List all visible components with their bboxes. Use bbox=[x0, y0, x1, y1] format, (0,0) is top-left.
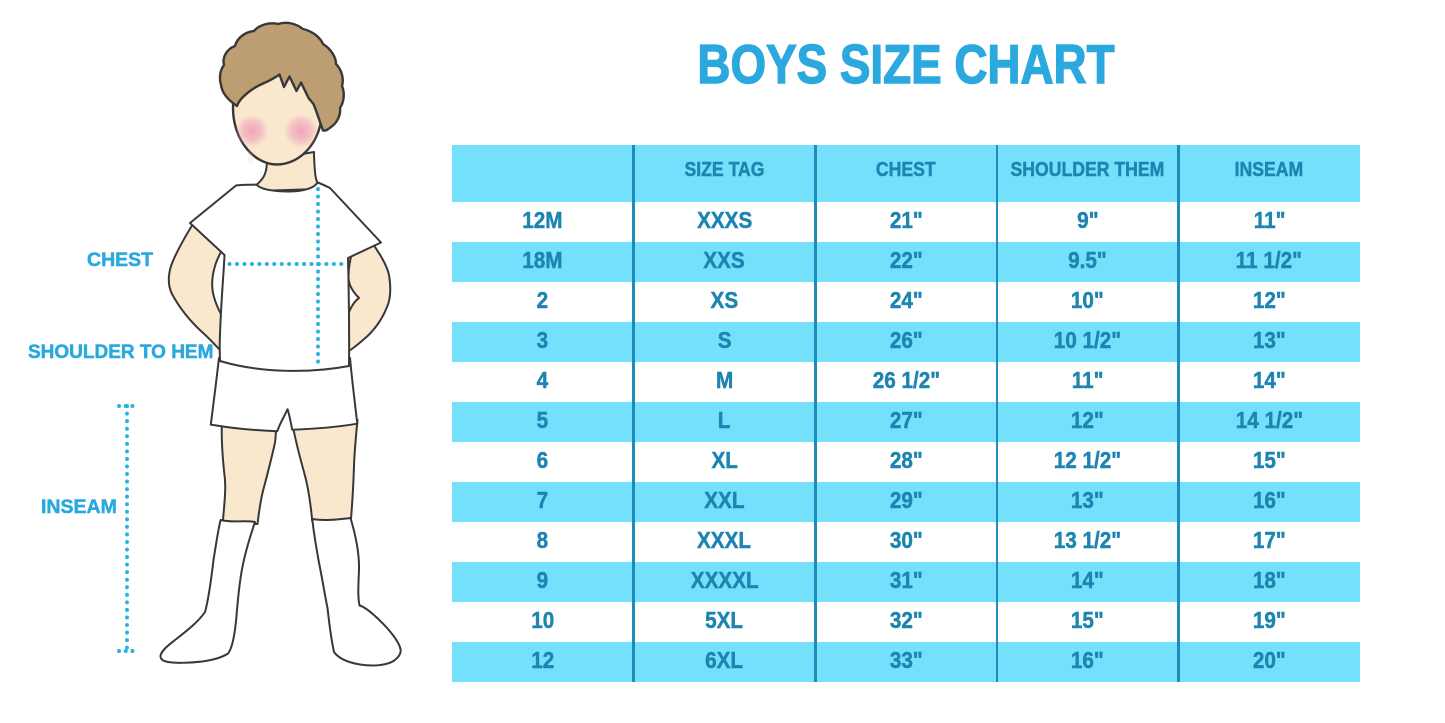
svg-text:SHOULDER TO HEM: SHOULDER TO HEM bbox=[28, 342, 213, 363]
svg-text:INSEAM: INSEAM bbox=[41, 496, 117, 518]
svg-text:CHEST: CHEST bbox=[87, 249, 153, 271]
